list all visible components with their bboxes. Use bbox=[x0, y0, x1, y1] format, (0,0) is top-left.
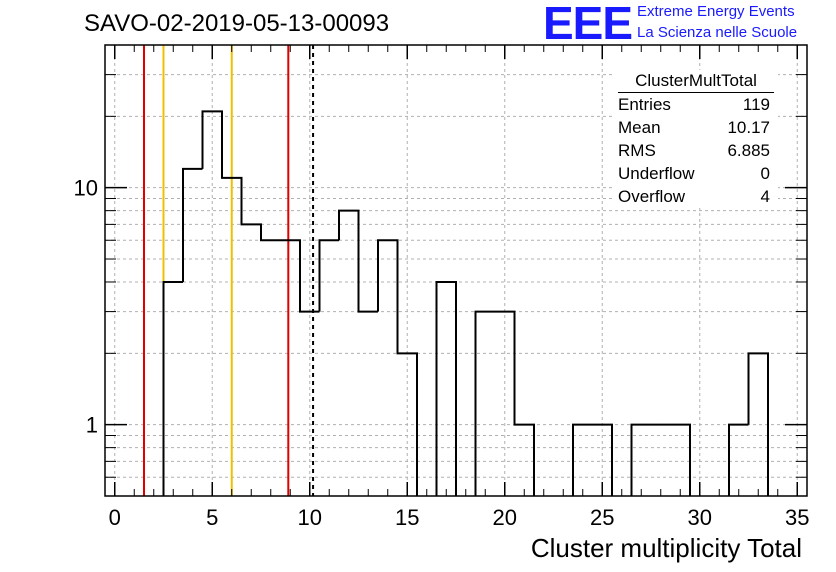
stats-label: Underflow bbox=[618, 164, 695, 183]
stats-label: Mean bbox=[618, 118, 661, 137]
logo-subtitle-1: Extreme Energy Events bbox=[637, 3, 795, 20]
histogram-bin bbox=[299, 240, 320, 313]
histogram-bin bbox=[670, 423, 691, 496]
plot-frame bbox=[104, 44, 808, 497]
x-axis-label: Cluster multiplicity Total bbox=[530, 533, 802, 563]
histogram-bin bbox=[435, 280, 457, 496]
run-title: SAVO-02-2019-05-13-00093 bbox=[84, 10, 390, 37]
histogram-bin bbox=[318, 239, 339, 312]
stats-value: 0 bbox=[760, 164, 770, 183]
histogram-bin bbox=[747, 352, 769, 496]
reference-lines bbox=[143, 45, 315, 496]
histogram-bars bbox=[162, 110, 769, 496]
histogram-bin bbox=[182, 167, 203, 282]
stats-row-rms: RMS 6.885 bbox=[612, 139, 778, 162]
tick-labels: 0 5 10 15 20 25 30 35 1 10 bbox=[74, 176, 810, 530]
stats-value: 4 bbox=[760, 187, 770, 206]
histogram-bin bbox=[357, 210, 378, 313]
stats-label: Overflow bbox=[618, 187, 686, 206]
x-tick-label: 35 bbox=[785, 505, 809, 530]
stats-row-entries: Entries 119 bbox=[612, 93, 778, 116]
y-tick-label: 10 bbox=[74, 176, 98, 201]
histogram-bin bbox=[338, 209, 360, 312]
histogram-bin bbox=[260, 224, 281, 242]
stats-row-overflow: Overflow 4 bbox=[612, 185, 778, 208]
x-tick-label: 0 bbox=[109, 505, 121, 530]
histogram-bin bbox=[474, 310, 495, 496]
stats-row-underflow: Underflow 0 bbox=[612, 162, 778, 185]
x-tick-label: 5 bbox=[206, 505, 218, 530]
stats-label: RMS bbox=[618, 141, 656, 160]
stats-value: 119 bbox=[742, 95, 770, 114]
x-tick-label: 10 bbox=[298, 505, 322, 530]
stats-value: 6.885 bbox=[727, 141, 770, 160]
histogram-bin bbox=[572, 423, 593, 496]
eee-logo: EEE bbox=[543, 0, 633, 49]
axis-ticks bbox=[105, 45, 807, 496]
histogram-bin bbox=[513, 311, 535, 496]
logo-subtitle-2: La Scienza nelle Scuole bbox=[637, 24, 798, 41]
x-tick-label: 15 bbox=[395, 505, 419, 530]
histogram-bin bbox=[630, 423, 651, 496]
histogram-bin bbox=[280, 239, 301, 312]
stats-row-mean: Mean 10.17 bbox=[612, 116, 778, 139]
histogram-bin bbox=[592, 423, 613, 496]
stats-value: 10.17 bbox=[727, 118, 770, 137]
histogram-bin bbox=[728, 423, 749, 496]
x-tick-label: 30 bbox=[688, 505, 712, 530]
stats-label: Entries bbox=[618, 95, 671, 114]
x-tick-label: 20 bbox=[493, 505, 517, 530]
histogram-bin bbox=[377, 239, 399, 354]
stats-title: ClusterMultTotal bbox=[618, 70, 774, 93]
stats-box: ClusterMultTotal Entries 119 Mean 10.17 … bbox=[612, 70, 778, 208]
histogram-bin bbox=[162, 280, 183, 496]
y-tick-label: 1 bbox=[86, 413, 98, 438]
histogram-bin bbox=[396, 240, 418, 496]
x-tick-label: 25 bbox=[590, 505, 614, 530]
